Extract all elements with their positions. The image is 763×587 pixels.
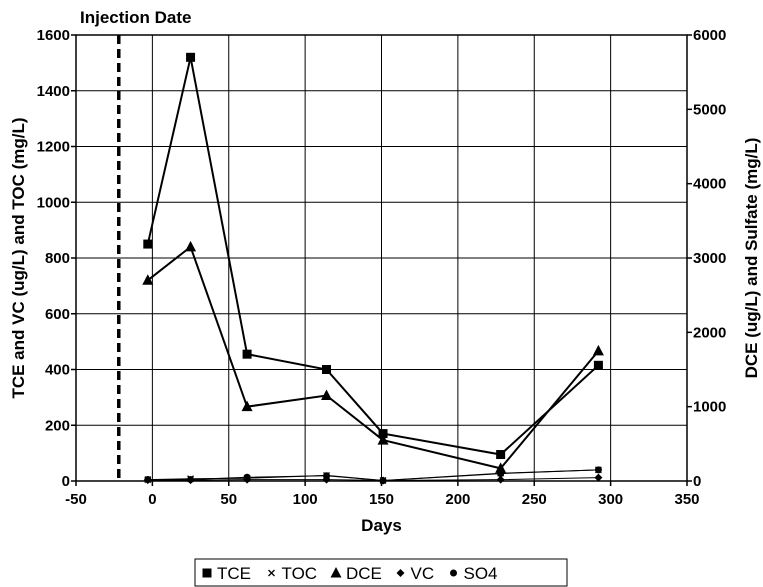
- y-right-tick-label: 6000: [693, 27, 726, 44]
- grid: [75, 34, 688, 482]
- y-right-axis-title: DCE (ug/L) and Sulfate (mg/L): [742, 138, 761, 379]
- y-right-tick-label: 4000: [693, 176, 726, 193]
- y-left-tick-label: 800: [45, 250, 70, 267]
- y-left-axis-title: TCE and VC (ug/L) and TOC (mg/L): [9, 117, 28, 398]
- series-line-tce: [146, 57, 600, 456]
- x-tick-label: 250: [522, 491, 547, 508]
- legend-marker-toc: [268, 569, 275, 577]
- y-right-tick-label: 3000: [693, 250, 726, 267]
- data-point-dce: [241, 400, 253, 412]
- data-point-tce: [593, 360, 603, 370]
- x-tick-label: 150: [369, 491, 394, 508]
- legend-label-toc: TOC: [282, 564, 318, 583]
- data-point-so4: [243, 473, 251, 481]
- data-point-tce: [322, 365, 332, 374]
- data-point-dce: [495, 462, 507, 473]
- data-point-tce: [242, 349, 252, 359]
- legend-item-so4: SO4: [450, 564, 498, 583]
- legend-marker-vc: [396, 569, 405, 577]
- legend-marker-dce: [330, 567, 342, 578]
- legend-box: [194, 558, 568, 587]
- data-point-vc: [594, 473, 603, 482]
- x-tick-label: 300: [598, 491, 623, 508]
- x-axis-title: Days: [361, 516, 402, 535]
- series-dce: [142, 240, 604, 473]
- series-layer: [142, 52, 604, 485]
- legend-label-vc: VC: [411, 564, 435, 583]
- x-tick-label: 100: [293, 491, 318, 508]
- y-right-tick-label: 2000: [693, 324, 726, 341]
- y-left-tick-label: 400: [45, 362, 70, 379]
- x-tick-label: 350: [674, 491, 699, 508]
- data-point-so4: [379, 477, 387, 485]
- x-tick-label: 0: [148, 491, 156, 508]
- series-line-dce: [147, 245, 600, 470]
- x-tick-label: -50: [65, 491, 87, 508]
- data-point-tce: [496, 450, 506, 460]
- y-right-tick-label: 5000: [693, 101, 726, 118]
- x-axis-ticks: -50 0 50 100 150 200 250 300 350: [65, 481, 700, 508]
- x-tick-label: 200: [445, 491, 470, 508]
- data-point-vc: [496, 475, 505, 484]
- series-so4: [144, 466, 602, 485]
- y-left-tick-label: 1600: [37, 27, 70, 44]
- legend-item-vc: VC: [396, 564, 435, 583]
- data-point-tce: [186, 52, 196, 62]
- data-point-dce: [321, 389, 333, 401]
- data-point-dce: [185, 240, 197, 252]
- legend-label-so4: SO4: [464, 564, 498, 583]
- injection-date-label: Injection Date: [80, 8, 191, 27]
- data-point-so4: [594, 466, 602, 474]
- legend-item-tce: TCE: [202, 564, 251, 583]
- data-point-dce: [142, 274, 154, 285]
- data-point-dce: [592, 344, 604, 356]
- y-left-tick-label: 1200: [37, 139, 70, 156]
- legend-marker-tce: [202, 568, 212, 578]
- data-point-dce: [377, 434, 389, 445]
- y-right-axis-ticks: 0 1000 2000 3000 4000 5000 6000: [687, 27, 726, 490]
- y-left-tick-label: 0: [62, 473, 70, 490]
- legend-item-toc: TOC: [268, 564, 318, 583]
- legend: TCE TOC DCE VC SO4: [194, 558, 568, 587]
- y-left-tick-label: 200: [45, 417, 70, 434]
- data-point-tce: [143, 239, 153, 249]
- legend-label-tce: TCE: [217, 564, 251, 583]
- series-tce: [143, 52, 603, 460]
- legend-label-dce: DCE: [346, 564, 382, 583]
- data-point-tce: [378, 429, 388, 439]
- legend-item-dce: DCE: [330, 564, 382, 583]
- y-left-tick-label: 1400: [37, 83, 70, 100]
- data-point-so4: [187, 476, 195, 484]
- legend-marker-so4: [450, 569, 457, 577]
- y-right-tick-label: 1000: [693, 399, 726, 416]
- y-left-axis-ticks: 0 200 400 600 800 1000 1200 1400 1600: [37, 27, 76, 490]
- y-left-tick-label: 1000: [37, 194, 70, 211]
- data-point-so4: [323, 472, 331, 480]
- y-right-tick-label: 0: [693, 473, 701, 490]
- y-left-tick-label: 600: [45, 306, 70, 323]
- data-point-so4: [144, 476, 152, 484]
- x-tick-label: 50: [220, 491, 237, 508]
